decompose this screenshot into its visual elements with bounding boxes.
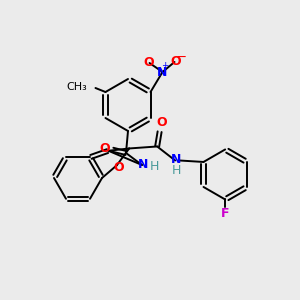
Text: H: H	[172, 164, 181, 177]
Text: O: O	[143, 56, 154, 69]
Text: O: O	[113, 161, 124, 174]
Text: O: O	[100, 142, 110, 154]
Text: N: N	[157, 65, 168, 79]
Text: −: −	[176, 50, 187, 64]
Text: F: F	[221, 207, 230, 220]
Text: N: N	[171, 153, 181, 166]
Text: O: O	[170, 55, 181, 68]
Text: N: N	[138, 158, 148, 172]
Text: +: +	[161, 61, 168, 70]
Text: O: O	[157, 116, 167, 129]
Text: CH₃: CH₃	[67, 82, 88, 92]
Text: H: H	[149, 160, 159, 172]
